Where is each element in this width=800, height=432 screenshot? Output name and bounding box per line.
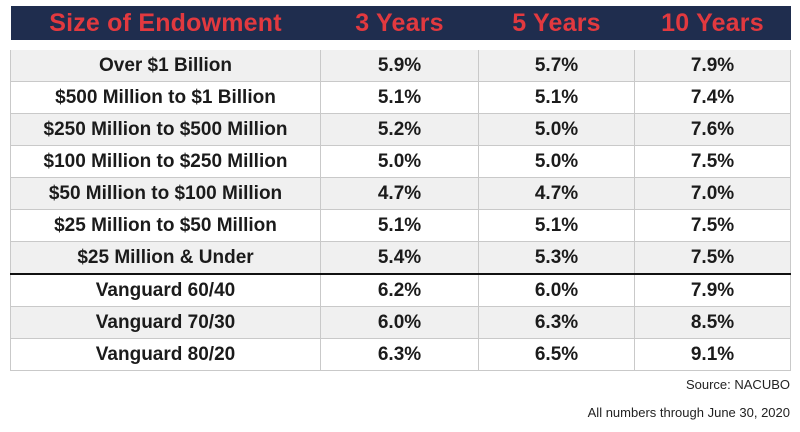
- value-10-years: 7.6%: [634, 113, 791, 146]
- row-label: $500 Million to $1 Billion: [10, 81, 321, 114]
- column-header-5-years: 5 Years: [478, 6, 635, 40]
- row-label: $100 Million to $250 Million: [10, 145, 321, 178]
- value-3-years: 5.2%: [320, 113, 479, 146]
- header-spacer: [10, 40, 791, 50]
- table-row: Vanguard 60/40 6.2% 6.0% 7.9%: [10, 273, 791, 307]
- value-5-years: 6.0%: [478, 273, 635, 307]
- column-header-size: Size of Endowment: [10, 6, 321, 40]
- value-5-years: 5.7%: [478, 50, 635, 82]
- row-label: $25 Million to $50 Million: [10, 209, 321, 242]
- value-10-years: 7.9%: [634, 273, 791, 307]
- date-note: All numbers through June 30, 2020: [587, 405, 790, 420]
- row-label: Vanguard 80/20: [10, 338, 321, 371]
- table-row: Over $1 Billion 5.9% 5.7% 7.9%: [10, 50, 791, 82]
- value-3-years: 5.1%: [320, 81, 479, 114]
- table-row: $25 Million & Under 5.4% 5.3% 7.5%: [10, 241, 791, 275]
- value-5-years: 6.5%: [478, 338, 635, 371]
- value-3-years: 5.9%: [320, 50, 479, 82]
- value-10-years: 8.5%: [634, 306, 791, 339]
- table-row: Vanguard 70/30 6.0% 6.3% 8.5%: [10, 306, 791, 339]
- value-5-years: 5.0%: [478, 113, 635, 146]
- table-row: $250 Million to $500 Million 5.2% 5.0% 7…: [10, 113, 791, 146]
- returns-table: Size of Endowment 3 Years 5 Years 10 Yea…: [10, 6, 791, 371]
- table-row: $100 Million to $250 Million 5.0% 5.0% 7…: [10, 145, 791, 178]
- value-10-years: 7.5%: [634, 209, 791, 242]
- column-header-10-years: 10 Years: [634, 6, 791, 40]
- value-3-years: 6.0%: [320, 306, 479, 339]
- value-3-years: 5.0%: [320, 145, 479, 178]
- row-label: $50 Million to $100 Million: [10, 177, 321, 210]
- value-10-years: 7.5%: [634, 241, 791, 275]
- value-5-years: 5.0%: [478, 145, 635, 178]
- table-row: $50 Million to $100 Million 4.7% 4.7% 7.…: [10, 177, 791, 210]
- endowment-returns-table: Size of Endowment 3 Years 5 Years 10 Yea…: [10, 6, 791, 371]
- value-10-years: 7.0%: [634, 177, 791, 210]
- row-label: Over $1 Billion: [10, 50, 321, 82]
- source-note: Source: NACUBO: [685, 377, 790, 392]
- row-label: $250 Million to $500 Million: [10, 113, 321, 146]
- row-label: Vanguard 60/40: [10, 273, 321, 307]
- table-row: $25 Million to $50 Million 5.1% 5.1% 7.5…: [10, 209, 791, 242]
- row-label: $25 Million & Under: [10, 241, 321, 275]
- table-row: Vanguard 80/20 6.3% 6.5% 9.1%: [10, 338, 791, 371]
- value-3-years: 4.7%: [320, 177, 479, 210]
- column-header-3-years: 3 Years: [320, 6, 479, 40]
- value-3-years: 6.2%: [320, 273, 479, 307]
- value-5-years: 5.1%: [478, 81, 635, 114]
- value-5-years: 5.3%: [478, 241, 635, 275]
- value-3-years: 6.3%: [320, 338, 479, 371]
- value-10-years: 7.4%: [634, 81, 791, 114]
- value-3-years: 5.4%: [320, 241, 479, 275]
- value-5-years: 5.1%: [478, 209, 635, 242]
- value-3-years: 5.1%: [320, 209, 479, 242]
- value-10-years: 9.1%: [634, 338, 791, 371]
- value-10-years: 7.5%: [634, 145, 791, 178]
- header-row: Size of Endowment 3 Years 5 Years 10 Yea…: [10, 6, 791, 40]
- table-row: $500 Million to $1 Billion 5.1% 5.1% 7.4…: [10, 81, 791, 114]
- value-10-years: 7.9%: [634, 50, 791, 82]
- row-label: Vanguard 70/30: [10, 306, 321, 339]
- value-5-years: 6.3%: [478, 306, 635, 339]
- value-5-years: 4.7%: [478, 177, 635, 210]
